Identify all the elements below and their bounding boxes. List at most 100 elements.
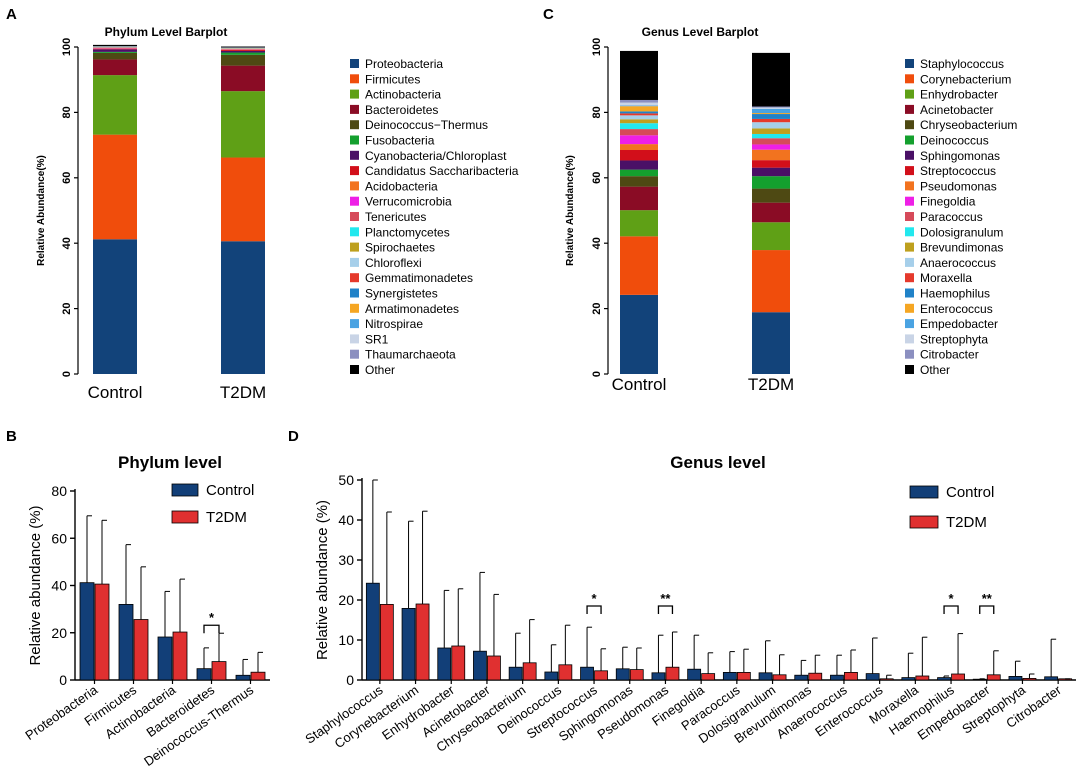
bar-t2dm-chryseobacterium bbox=[522, 662, 537, 681]
significance-bracket bbox=[657, 605, 674, 614]
bar-t2dm-streptococcus bbox=[594, 670, 608, 681]
significance-label: * bbox=[949, 591, 955, 606]
legend-label-chryseobacterium: Chryseobacterium bbox=[920, 118, 1017, 132]
stack-segment-citrobacter-t2dm bbox=[752, 106, 790, 108]
category-label-t2dm: T2DM bbox=[220, 383, 266, 402]
stack-segment-anaerococcus-t2dm bbox=[752, 122, 790, 129]
bar-t2dm-haemophilus bbox=[951, 673, 965, 681]
legend-label-actinobacteria: Actinobacteria bbox=[365, 88, 441, 102]
stacked-chart-genus: Genus Level Barplot Relative Abundance(%)… bbox=[565, 25, 1017, 394]
bar-control-enterococcus bbox=[865, 673, 880, 681]
stack-segment-finegoldia-t2dm bbox=[752, 144, 790, 150]
stack-segment-deinococcus-t2dm bbox=[752, 176, 790, 189]
significance-bracket bbox=[943, 605, 959, 614]
legend-swatch-gemmatimonadetes bbox=[350, 273, 359, 283]
stack-segment-candidatus-saccharibacteria-control bbox=[93, 48, 137, 50]
legend-label-planctomycetes: Planctomycetes bbox=[365, 225, 450, 239]
legend-swatch-t2dm bbox=[909, 515, 939, 529]
stack-segment-haemophilus-t2dm bbox=[752, 114, 790, 119]
y-axis-title: Relative abundance (%) bbox=[27, 505, 44, 665]
y-tick-label: 40 bbox=[51, 578, 67, 594]
stack-segment-streptococcus-t2dm bbox=[752, 160, 790, 168]
y-tick-label: 60 bbox=[61, 172, 73, 184]
legend-swatch-corynebacterium bbox=[905, 74, 914, 84]
stack-segment-deinococcus-control bbox=[620, 169, 658, 177]
panel-letter-a: A bbox=[6, 6, 17, 23]
bar-control-firmicutes bbox=[118, 604, 134, 681]
bar-t2dm-bacteroidetes bbox=[211, 661, 227, 681]
bar-control-anaerococcus bbox=[830, 674, 844, 681]
bar-t2dm-acinetobacter bbox=[487, 655, 501, 681]
stack-segment-deinococcus-thermus-t2dm bbox=[221, 54, 265, 66]
legend-swatch-fusobacteria bbox=[350, 135, 359, 145]
legend-swatch-streptococcus bbox=[905, 166, 914, 176]
legend-label-synergistetes: Synergistetes bbox=[365, 287, 438, 301]
category-label-control: Control bbox=[612, 375, 667, 394]
legend-label-deinococcus-thermus: Deinococcus−Thermus bbox=[365, 118, 488, 132]
legend-label-tenericutes: Tenericutes bbox=[365, 210, 426, 224]
legend-label-brevundimonas: Brevundimonas bbox=[920, 241, 1003, 255]
bar-control-finegoldia bbox=[687, 668, 702, 681]
legend-swatch-control bbox=[171, 483, 199, 497]
y-tick-label: 80 bbox=[51, 483, 67, 499]
bar-control-dolosigranulum bbox=[758, 672, 773, 681]
legend-label-streptococcus: Streptococcus bbox=[920, 164, 996, 178]
stack-segment-empedobacter-control bbox=[620, 105, 658, 107]
bar-t2dm-pseudomonas bbox=[665, 666, 680, 681]
stack-segment-dolosigranulum-t2dm bbox=[752, 133, 790, 139]
stack-segment-brevundimonas-t2dm bbox=[752, 128, 790, 134]
stack-segment-anaerococcus-control bbox=[620, 115, 658, 120]
legend-swatch-deinococcus-thermus bbox=[350, 120, 359, 130]
legend-label-other: Other bbox=[365, 363, 395, 377]
legend-swatch-empedobacter bbox=[905, 319, 914, 329]
y-tick-label: 0 bbox=[59, 672, 67, 688]
legend-swatch-finegoldia bbox=[905, 196, 914, 206]
legend-swatch-nitrospirae bbox=[350, 319, 359, 329]
y-tick-label: 0 bbox=[346, 672, 354, 688]
y-tick-label: 20 bbox=[591, 302, 603, 314]
stack-segment-paracoccus-t2dm bbox=[752, 138, 790, 145]
legend-swatch-armatimonadetes bbox=[350, 303, 359, 313]
legend-swatch-candidatus-saccharibacteria bbox=[350, 166, 359, 176]
y-tick-label: 80 bbox=[61, 106, 73, 118]
y-tick-label: 40 bbox=[338, 512, 354, 528]
legend-label-t2dm: T2DM bbox=[206, 509, 247, 526]
legend-label-deinococcus: Deinococcus bbox=[920, 134, 989, 148]
y-tick-label: 100 bbox=[591, 38, 603, 56]
bar-t2dm-streptophyta bbox=[1022, 678, 1037, 681]
legend-swatch-sr1 bbox=[350, 334, 359, 344]
stack-segment-corynebacterium-t2dm bbox=[752, 250, 790, 313]
bar-t2dm-dolosigranulum bbox=[772, 674, 787, 681]
bar-control-citrobacter bbox=[1044, 676, 1059, 681]
legend-swatch-sphingomonas bbox=[905, 150, 914, 160]
stack-segment-sphingomonas-control bbox=[620, 160, 658, 170]
bar-control-sphingomonas bbox=[615, 668, 630, 681]
legend-label-enhydrobacter: Enhydrobacter bbox=[920, 88, 998, 102]
legend-swatch-cyanobacteria-chloroplast bbox=[350, 150, 359, 160]
legend-label-proteobacteria: Proteobacteria bbox=[365, 57, 443, 71]
y-axis-title: Relative Abundance(%) bbox=[565, 155, 576, 266]
legend-label-bacteroidetes: Bacteroidetes bbox=[365, 103, 438, 117]
y-tick-label: 100 bbox=[61, 38, 73, 56]
legend-label-acinetobacter: Acinetobacter bbox=[920, 103, 993, 117]
legend-label-haemophilus: Haemophilus bbox=[920, 287, 990, 301]
bar-control-chryseobacterium bbox=[508, 666, 523, 681]
legend-label-anaerococcus: Anaerococcus bbox=[920, 256, 996, 270]
significance-label: ** bbox=[982, 591, 993, 606]
bar-control-bacteroidetes bbox=[196, 668, 212, 681]
legend-swatch-enterococcus bbox=[905, 303, 914, 313]
legend-label-armatimonadetes: Armatimonadetes bbox=[365, 302, 459, 316]
legend-label-cyanobacteria-chloroplast: Cyanobacteria/Chloroplast bbox=[365, 149, 507, 163]
bar-control-acinetobacter bbox=[473, 650, 487, 681]
significance-label: * bbox=[592, 591, 598, 606]
legend-swatch-moraxella bbox=[905, 273, 914, 283]
legend-swatch-firmicutes bbox=[350, 74, 359, 84]
stack-segment-other-control bbox=[620, 50, 658, 100]
y-tick-label: 20 bbox=[338, 592, 354, 608]
legend-swatch-tenericutes bbox=[350, 212, 359, 221]
y-tick-label: 10 bbox=[338, 632, 354, 648]
bar-control-moraxella bbox=[901, 677, 916, 681]
stack-segment-actinobacteria-control bbox=[93, 75, 137, 135]
y-tick-label: 20 bbox=[61, 302, 73, 314]
